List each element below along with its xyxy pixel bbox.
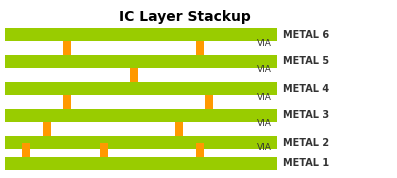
Text: METAL 4: METAL 4: [283, 83, 329, 93]
Text: METAL 6: METAL 6: [283, 30, 329, 40]
Bar: [5, 28, 277, 41]
Bar: [63, 95, 71, 109]
Bar: [22, 143, 30, 157]
Bar: [5, 55, 277, 68]
Bar: [5, 82, 277, 95]
Bar: [205, 95, 213, 109]
Bar: [63, 41, 71, 55]
Bar: [5, 109, 277, 122]
Text: VIA: VIA: [257, 66, 272, 75]
Bar: [100, 143, 108, 157]
Bar: [130, 68, 138, 82]
Text: METAL 1: METAL 1: [283, 158, 329, 169]
Bar: [175, 122, 183, 136]
Bar: [5, 157, 277, 170]
Bar: [196, 143, 204, 157]
Text: VIA: VIA: [257, 143, 272, 153]
Text: IC Layer Stackup: IC Layer Stackup: [119, 10, 251, 24]
Bar: [5, 136, 277, 149]
Text: VIA: VIA: [257, 38, 272, 48]
Text: VIA: VIA: [257, 119, 272, 129]
Text: METAL 5: METAL 5: [283, 56, 329, 67]
Bar: [43, 122, 51, 136]
Text: VIA: VIA: [257, 93, 272, 101]
Bar: [196, 41, 204, 55]
Text: METAL 2: METAL 2: [283, 137, 329, 148]
Text: METAL 3: METAL 3: [283, 111, 329, 121]
